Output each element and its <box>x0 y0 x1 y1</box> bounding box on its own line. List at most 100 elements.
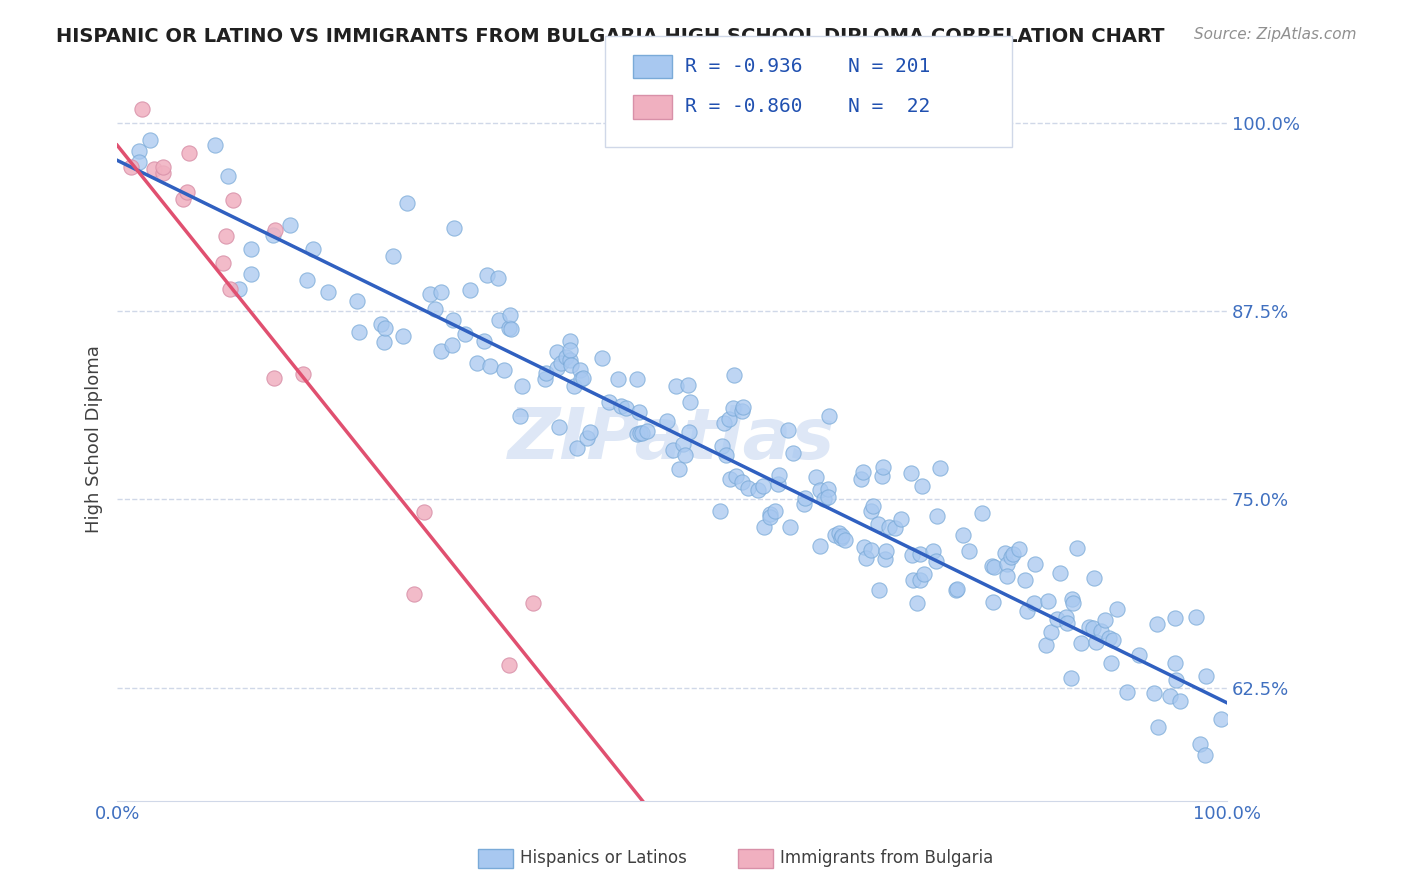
Point <box>423 301 446 316</box>
Point <box>1022 596 1045 610</box>
Point <box>558 353 581 368</box>
Text: Immigrants from Bulgaria: Immigrants from Bulgaria <box>780 849 994 867</box>
Point <box>946 582 969 597</box>
Point <box>498 309 520 323</box>
Point <box>571 370 593 384</box>
Point <box>1189 737 1212 751</box>
Point <box>534 366 557 380</box>
Point <box>1101 632 1123 647</box>
Point <box>607 372 630 386</box>
Point <box>672 437 695 451</box>
Point <box>872 460 894 475</box>
Point <box>278 218 301 232</box>
Point <box>945 583 967 598</box>
Point <box>900 466 922 480</box>
Point <box>817 482 839 496</box>
Point <box>1070 636 1092 650</box>
Point <box>1142 686 1164 700</box>
Point <box>1049 566 1071 580</box>
Point <box>873 551 896 566</box>
Point <box>1081 621 1104 635</box>
Point <box>668 462 690 476</box>
Point <box>818 409 841 423</box>
Point <box>558 334 581 348</box>
Point <box>834 533 856 548</box>
Point <box>510 378 533 392</box>
Point <box>240 243 263 257</box>
Point <box>662 443 685 458</box>
Point <box>374 320 396 334</box>
Point <box>657 414 679 428</box>
Point <box>501 322 523 336</box>
Point <box>905 596 928 610</box>
Point <box>347 325 370 339</box>
Point <box>983 559 1005 574</box>
Point <box>723 368 745 383</box>
Point <box>1164 611 1187 625</box>
Point <box>766 477 789 491</box>
Point <box>1024 557 1046 571</box>
Point <box>550 356 572 370</box>
Point <box>716 448 738 462</box>
Text: Source: ZipAtlas.com: Source: ZipAtlas.com <box>1194 27 1357 42</box>
Point <box>509 409 531 424</box>
Point <box>995 569 1018 583</box>
Point <box>1159 689 1181 703</box>
Point <box>492 363 515 377</box>
Point <box>752 520 775 534</box>
Point <box>392 328 415 343</box>
Point <box>262 228 284 243</box>
Text: ZIPatlas: ZIPatlas <box>509 405 835 474</box>
Point <box>152 166 174 180</box>
Point <box>413 505 436 519</box>
Point <box>204 138 226 153</box>
Point <box>318 285 340 299</box>
Point <box>828 526 851 541</box>
Point <box>430 285 453 300</box>
Point <box>628 426 651 441</box>
Point <box>219 282 242 296</box>
Point <box>768 468 790 483</box>
Point <box>859 542 882 557</box>
Point <box>1008 541 1031 556</box>
Text: R = -0.936: R = -0.936 <box>685 56 803 76</box>
Point <box>477 268 499 282</box>
Point <box>560 358 582 372</box>
Point <box>630 425 652 440</box>
Point <box>1083 571 1105 585</box>
Point <box>498 321 520 335</box>
Point <box>927 509 949 524</box>
Point <box>1017 604 1039 618</box>
Y-axis label: High School Diploma: High School Diploma <box>86 345 103 533</box>
Point <box>373 334 395 349</box>
Point <box>128 154 150 169</box>
Point <box>1194 748 1216 763</box>
Point <box>215 228 238 243</box>
Point <box>808 539 831 553</box>
Point <box>849 472 872 486</box>
Point <box>804 469 827 483</box>
Point <box>718 472 741 486</box>
Point <box>995 558 1018 572</box>
Point <box>1146 616 1168 631</box>
Point <box>575 431 598 445</box>
Point <box>859 504 882 518</box>
Point <box>875 544 897 558</box>
Point <box>176 185 198 199</box>
Point <box>779 520 801 534</box>
Point <box>1014 573 1036 587</box>
Point <box>1195 669 1218 683</box>
Point <box>1056 615 1078 630</box>
Point <box>679 394 702 409</box>
Point <box>1084 635 1107 649</box>
Point <box>872 469 894 483</box>
Point <box>981 595 1004 609</box>
Point <box>763 503 786 517</box>
Point <box>868 582 890 597</box>
Point <box>671 867 693 881</box>
Point <box>458 283 481 297</box>
Point <box>731 404 754 418</box>
Point <box>830 531 852 545</box>
Point <box>1002 547 1025 561</box>
Point <box>678 425 700 440</box>
